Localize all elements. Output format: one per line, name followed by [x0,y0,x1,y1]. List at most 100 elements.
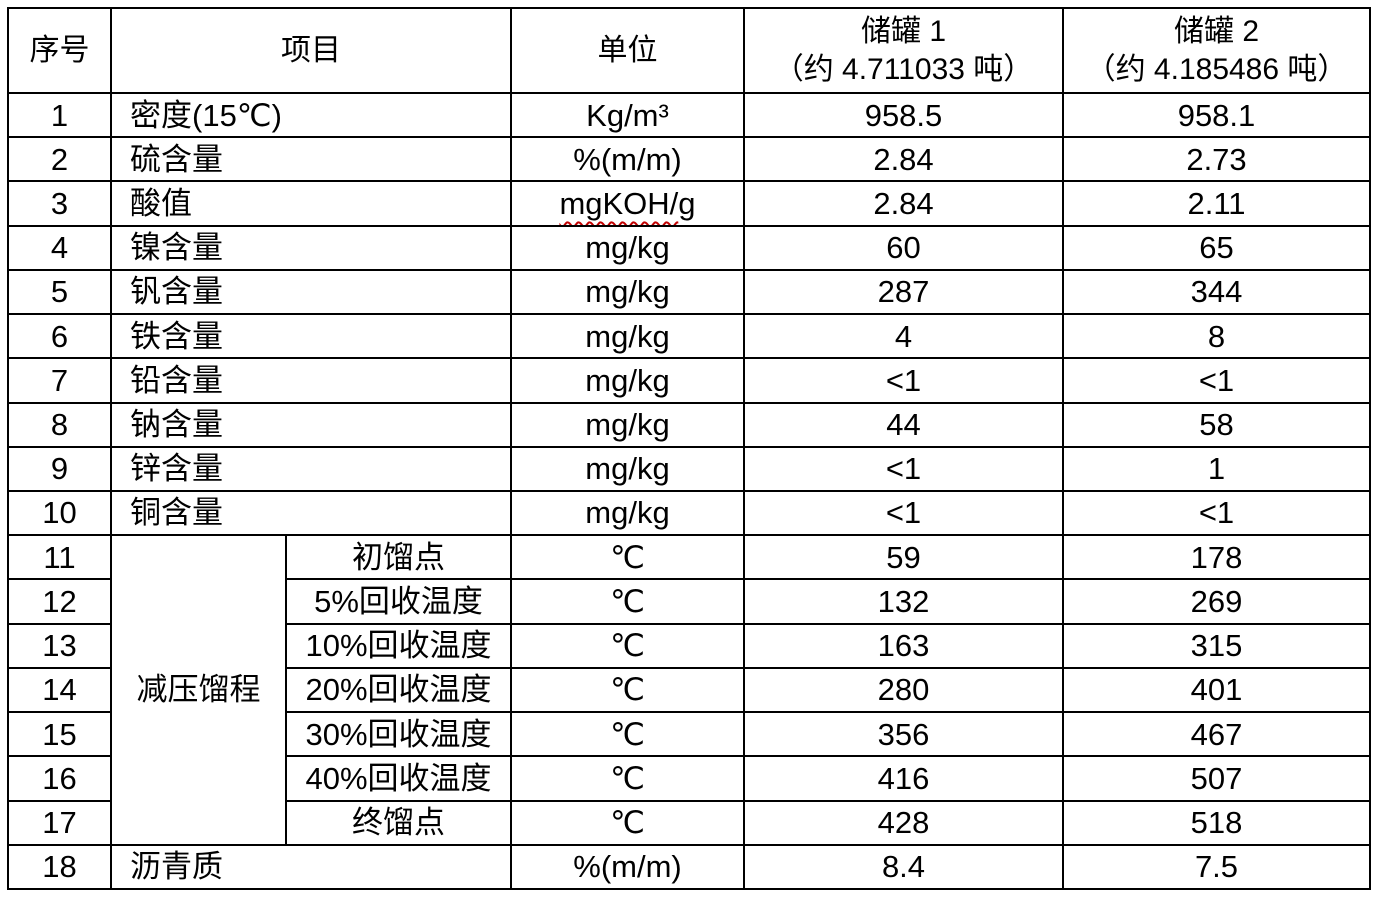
cell-tank1-value: 416 [743,755,1064,802]
cell-row-number: 11 [7,534,112,581]
cell-row-number: 2 [7,136,112,183]
cell-unit: mg/kg [510,268,745,316]
cell-row-number: 6 [7,313,112,360]
table-row: 8 钠含量 mg/kg 44 58 [7,401,1371,448]
cell-row-number: 8 [7,401,112,448]
cell-row-number: 16 [7,755,112,802]
cell-unit: mg/kg [510,224,745,271]
cell-tank2-value: 8 [1062,313,1371,360]
cell-tank1-value: 428 [743,799,1064,846]
cell-tank2-value: 7.5 [1062,843,1371,891]
unit-suffix: g [678,185,696,221]
cell-row-number: 14 [7,666,112,714]
cell-row-number: 4 [7,224,112,271]
cell-item: 钒含量 [110,268,512,316]
table-row: 5 钒含量 mg/kg 287 344 [7,268,1371,316]
cell-tank1-value: 287 [743,268,1064,316]
table-header-row: 序号 项目 单位 储罐 1 （约 4.711033 吨） 储罐 2 （约 4.1… [7,7,1371,94]
cell-sub-item: 20%回收温度 [285,666,512,714]
cell-tank1-value: 2.84 [743,180,1064,227]
spellcheck-underlined-text: mgKOH/ [559,185,679,221]
cell-tank1-value: 280 [743,666,1064,714]
cell-row-number: 18 [7,843,112,891]
cell-row-number: 7 [7,357,112,404]
cell-unit: ℃ [510,578,745,625]
header-cell-no: 序号 [7,7,112,94]
tank1-title: 储罐 1 [860,15,947,48]
cell-tank1-value: 60 [743,224,1064,271]
cell-row-number: 12 [7,578,112,625]
cell-sub-item: 30%回收温度 [285,711,512,758]
cell-tank1-value: 132 [743,578,1064,625]
table-row: 16 40%回收温度 ℃ 416 507 [7,755,1371,802]
cell-unit: ℃ [510,755,745,802]
cell-tank1-value: 163 [743,622,1064,669]
cell-tank2-value: 401 [1062,666,1371,714]
header-cell-tank2: 储罐 2 （约 4.185486 吨） [1062,7,1371,94]
cell-row-number: 17 [7,799,112,846]
cell-row-number: 5 [7,268,112,316]
cell-sub-item: 5%回收温度 [285,578,512,625]
cell-unit: %(m/m) [510,136,745,183]
cell-item: 铁含量 [110,313,512,360]
cell-tank1-value: 8.4 [743,843,1064,891]
cell-unit: mg/kg [510,313,745,360]
cell-tank2-value: 65 [1062,224,1371,271]
table-row: 11 减压馏程 初馏点 ℃ 59 178 [7,534,1371,846]
cell-tank2-value: <1 [1062,489,1371,537]
cell-tank1-value: 958.5 [743,91,1064,139]
table-row: 15 30%回收温度 ℃ 356 467 [7,711,1371,758]
tank1-quantity: （约 4.711033 吨） [773,52,1034,86]
cell-tank1-value: <1 [743,489,1064,537]
cell-tank2-value: 518 [1062,799,1371,846]
cell-tank2-value: 467 [1062,711,1371,758]
cell-unit: mg/kg [510,357,745,404]
cell-row-number: 15 [7,711,112,758]
cell-tank2-value: 507 [1062,755,1371,802]
cell-sub-item: 终馏点 [285,799,512,846]
cell-tank2-value: 344 [1062,268,1371,316]
cell-unit: Kg/m³ [510,91,745,139]
cell-tank1-value: <1 [743,357,1064,404]
header-cell-unit: 单位 [510,7,745,94]
cell-tank1-value: 2.84 [743,136,1064,183]
cell-item: 酸值 [110,180,512,227]
cell-item: 铅含量 [110,357,512,404]
cell-row-number: 3 [7,180,112,227]
table-row: 7 铅含量 mg/kg <1 <1 [7,357,1371,404]
cell-item: 镍含量 [110,224,512,271]
cell-unit: mgKOH/g [510,180,745,227]
cell-unit: mg/kg [510,401,745,448]
cell-tank2-value: 315 [1062,622,1371,669]
cell-sub-item: 40%回收温度 [285,755,512,802]
header-cell-item: 项目 [110,7,512,94]
table-row: 6 铁含量 mg/kg 4 8 [7,313,1371,360]
cell-unit: ℃ [510,666,745,714]
cell-unit: ℃ [510,799,745,846]
table-row: 14 20%回收温度 ℃ 280 401 [7,666,1371,714]
table-row: 2 硫含量 %(m/m) 2.84 2.73 [7,136,1371,183]
cell-item: 铜含量 [110,489,512,537]
cell-group-vacuum-distillation: 减压馏程 [110,534,287,846]
cell-row-number: 13 [7,622,112,669]
cell-item: 沥青质 [110,843,512,891]
table-body: 1 密度(15℃) Kg/m³ 958.5 958.1 2 硫含量 %(m/m) 2.84 2.7… [7,91,1371,891]
cell-item: 钠含量 [110,401,512,448]
cell-tank2-value: 269 [1062,578,1371,625]
table-row: 13 10%回收温度 ℃ 163 315 [7,622,1371,669]
cell-tank2-value: 58 [1062,401,1371,448]
table-row: 4 镍含量 mg/kg 60 65 [7,224,1371,271]
cell-unit: ℃ [510,622,745,669]
table-row: 3 酸值 mgKOH/g 2.84 2.11 [7,180,1371,227]
table-row: 12 5%回收温度 ℃ 132 269 [7,578,1371,625]
cell-row-number: 1 [7,91,112,139]
table-row: 18 沥青质 %(m/m) 8.4 7.5 [7,843,1371,891]
table-row: 9 锌含量 mg/kg <1 1 [7,445,1371,492]
cell-unit: mg/kg [510,489,745,537]
cell-tank1-value: <1 [743,445,1064,492]
cell-tank2-value: 2.73 [1062,136,1371,183]
cell-sub-item: 10%回收温度 [285,622,512,669]
cell-unit: ℃ [510,711,745,758]
tank2-title: 储罐 2 [1173,15,1260,48]
cell-item: 密度(15℃) [110,91,512,139]
